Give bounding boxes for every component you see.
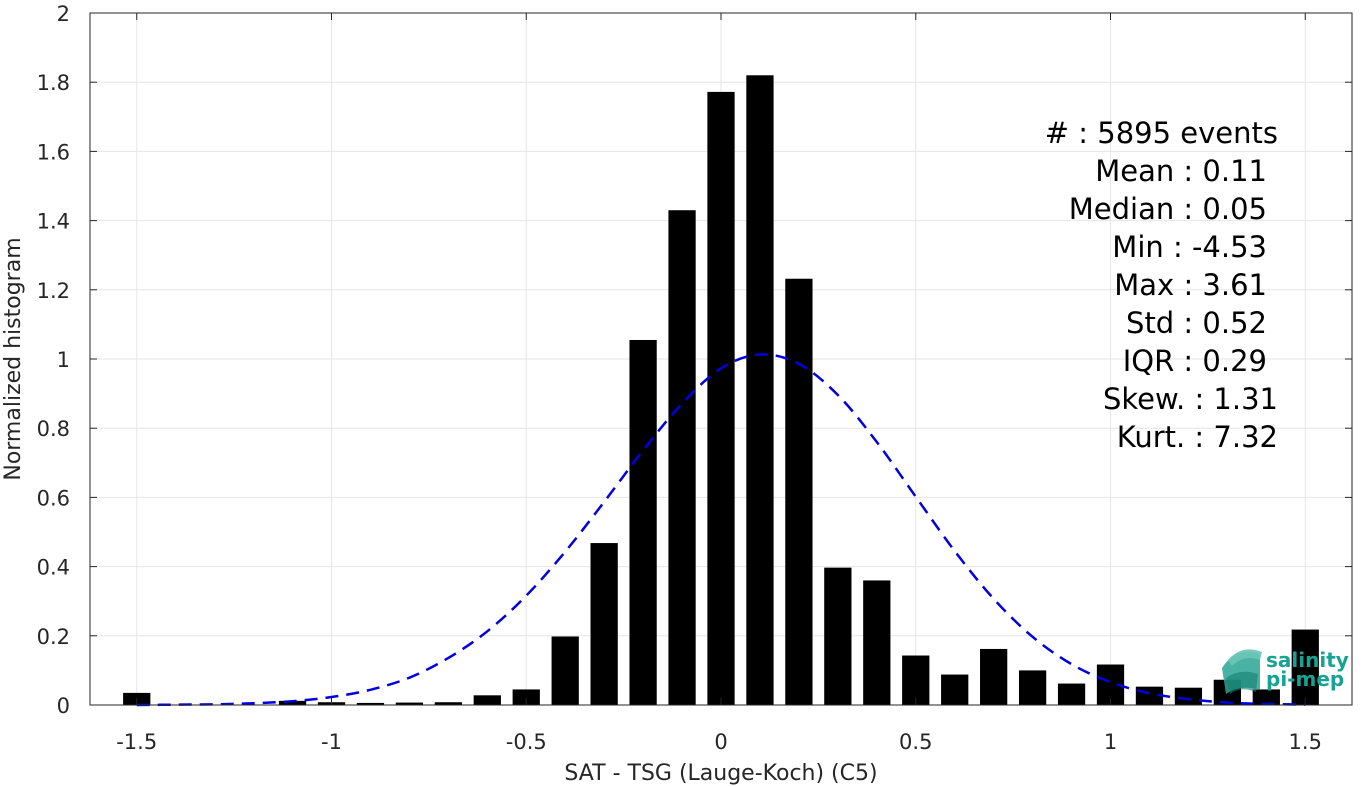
y-tick-label: 1.2 [37,279,70,303]
axes: -1.5 -1 -0.5 0 0.5 1 1.5 0 0.2 0.4 0.6 0.8 1 1.2 1.4 1.… [37,2,1352,754]
x-tick-label: -1 [321,730,342,754]
histogram-bar [629,339,657,705]
wave-logo-icon [1222,649,1262,694]
x-tick-label: -0.5 [506,730,547,754]
logo-line2: pi-mep [1266,667,1344,691]
histogram-bar [590,543,618,705]
stats-box: # : 5895 events Mean : 0.11 Median : 0.0… [1045,116,1278,454]
stats-count: # : 5895 events [1045,116,1278,150]
histogram-bar [1291,629,1319,705]
x-tick-label: 1 [1104,730,1117,754]
histogram-bar [434,702,462,705]
histogram-bar [356,702,385,705]
stats-mean: Mean : 0.11 [1095,154,1267,188]
normal-fit-curve [136,353,1306,707]
histogram-bar [785,278,813,705]
stats-skew: Skew. : 1.31 [1103,382,1278,416]
y-tick-label: 0.4 [37,556,70,580]
x-tick-label: 1.5 [1289,730,1322,754]
histogram-bar [551,636,579,705]
y-tick-label: 1 [57,348,70,372]
histogram-bar [980,648,1008,705]
y-tick-label: 1.8 [37,71,70,95]
x-tick-label: 0.5 [899,730,932,754]
histogram-bar [824,567,852,705]
x-axis-label: SAT - TSG (Lauge-Koch) (C5) [564,761,877,786]
histogram-bar [941,674,969,705]
stats-kurt: Kurt. : 7.32 [1117,420,1278,454]
stats-median: Median : 0.05 [1069,192,1267,226]
stats-max: Max : 3.61 [1114,268,1267,302]
histogram-bar [707,91,735,705]
histogram-bar [512,689,540,705]
histogram-bar [473,695,501,705]
histogram-bar [1174,687,1203,705]
logo-line1: salinity [1266,648,1349,672]
stats-min: Min : -4.53 [1112,230,1267,264]
y-tick-label: 0.2 [37,625,70,649]
y-tick-label: 1.6 [37,140,70,164]
y-tick-label: 1.4 [37,210,70,234]
histogram-bar [902,655,930,705]
histogram-bar [1018,670,1047,705]
histogram-bar [1252,689,1280,705]
y-tick-label: 0.6 [37,486,70,510]
stats-iqr: IQR : 0.29 [1123,344,1267,378]
y-tick-label: 2 [57,2,70,26]
y-axis-label: Normalized histogram [1,237,26,480]
x-tick-label: 0 [714,730,727,754]
histogram-bar [668,210,696,705]
histogram-bar [278,700,307,705]
histogram-bar [395,702,424,705]
salinity-pimep-logo: salinity pi-mep [1222,648,1349,694]
y-tick-label: 0 [57,694,70,718]
histogram-bar [746,75,774,705]
histogram-bar [1057,683,1086,705]
y-tick-label: 0.8 [37,417,70,441]
histogram-bar [863,580,891,705]
x-tick-label: -1.5 [116,730,157,754]
stats-std: Std : 0.52 [1126,306,1267,340]
